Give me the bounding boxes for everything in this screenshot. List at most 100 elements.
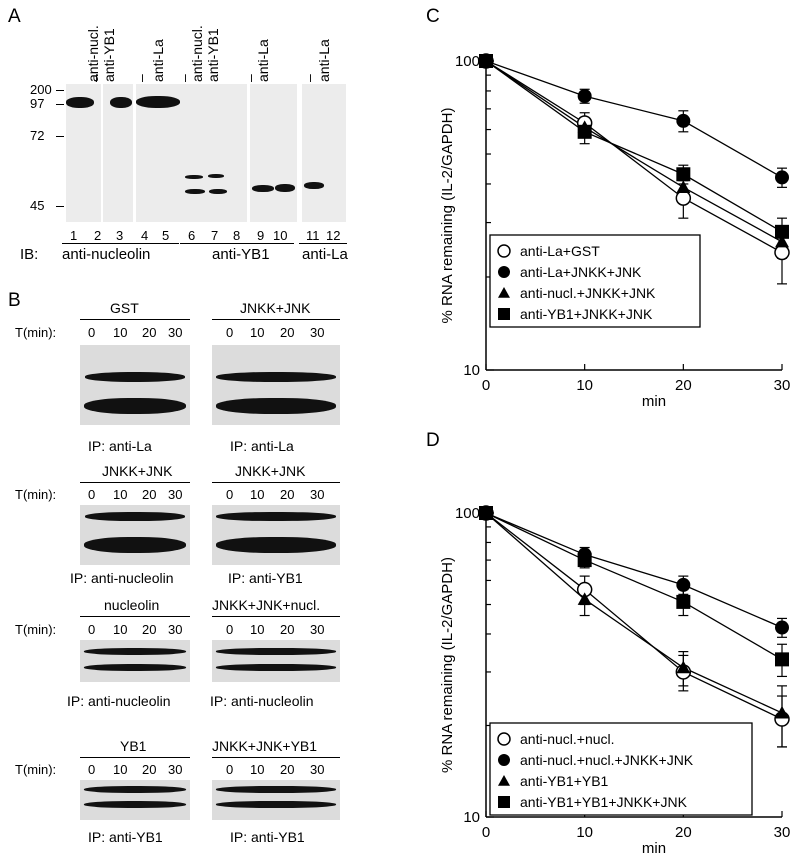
legend-marker (498, 775, 510, 786)
lane-number: 2 (94, 228, 102, 243)
mw-tick (56, 206, 64, 207)
time-value: 30 (168, 762, 183, 777)
x-tick-label: 30 (774, 824, 791, 841)
time-value: 30 (310, 762, 325, 777)
data-point (775, 620, 789, 635)
data-point (775, 705, 789, 719)
header-underline (212, 319, 340, 320)
condition-header: nucleolin (104, 597, 160, 613)
lane-label: anti-La (255, 39, 271, 82)
band (66, 97, 94, 108)
lane-number: 4 (141, 228, 149, 243)
legend-marker (498, 796, 510, 808)
panel-c-label: C (426, 6, 440, 27)
ip-label: IP: anti-YB1 (88, 829, 163, 845)
lane-label: anti-YB1 (101, 28, 117, 82)
condition-header: JNKK+JNK (102, 463, 173, 479)
mw-tick (56, 90, 64, 91)
time-value: 20 (280, 325, 295, 340)
blot-a7 (302, 84, 346, 222)
time-value: 0 (226, 325, 234, 340)
mw-marker: 45 (30, 198, 45, 213)
y-tick-label: 10 (463, 362, 480, 379)
blot-b3-right (212, 640, 340, 682)
time-value: 0 (88, 622, 96, 637)
lane-number: 3 (116, 228, 124, 243)
time-value: 20 (142, 325, 157, 340)
legend: anti-La+GST anti-La+JNKK+JNK anti-nucl.+JN… (489, 234, 701, 328)
band (110, 97, 132, 108)
x-tick-label: 20 (675, 824, 692, 841)
legend-box (489, 722, 753, 816)
blot-b3-left (80, 640, 190, 682)
data-point (775, 652, 789, 667)
band (84, 648, 186, 655)
panel-d-label: D (426, 430, 440, 451)
band (216, 372, 336, 382)
ip-label: IP: anti-YB1 (228, 570, 303, 586)
time-label: T(min): (15, 487, 57, 502)
band (216, 398, 336, 414)
lane-label: anti-YB1 (205, 28, 221, 82)
ib-prefix: IB: (20, 246, 39, 263)
time-label: T(min): (15, 325, 57, 340)
time-value: 10 (250, 325, 265, 340)
x-axis-label: min (642, 393, 666, 410)
header-underline (80, 482, 190, 483)
lane-label: anti-nucl. (85, 25, 101, 82)
data-point (577, 553, 592, 568)
y-tick-label: 100 (455, 53, 480, 70)
time-value: 30 (310, 325, 325, 340)
band (216, 537, 336, 553)
time-value: 30 (168, 622, 183, 637)
legend-marker (498, 266, 510, 278)
band (84, 801, 186, 808)
lane-label: – (133, 74, 149, 82)
x-tick-label: 0 (482, 824, 490, 841)
lane-label: anti-La (150, 39, 166, 82)
ip-label: IP: anti-nucleolin (70, 570, 174, 586)
band (275, 184, 295, 192)
band (84, 664, 186, 671)
panel-a-label: A (8, 6, 21, 27)
time-value: 0 (88, 487, 96, 502)
data-point (577, 124, 592, 139)
legend-label: anti-YB1+YB1 (520, 773, 609, 789)
header-underline (212, 757, 340, 758)
time-value: 10 (113, 325, 128, 340)
header-underline (212, 616, 340, 617)
data-point (676, 660, 691, 674)
ib-divider (299, 243, 347, 244)
condition-header: JNKK+JNK (235, 463, 306, 479)
series-line (485, 512, 783, 720)
legend-label: anti-La+JNKK+JNK (520, 264, 642, 280)
header-underline (80, 757, 190, 758)
ib-label: anti-nucleolin (62, 246, 151, 263)
band (85, 512, 185, 521)
lane-number: 7 (211, 228, 219, 243)
ip-label: IP: anti-La (230, 438, 294, 454)
series-line (485, 60, 783, 233)
data-point (676, 577, 691, 592)
lane-number: 12 (326, 228, 341, 243)
legend: anti-nucl.+nucl. anti-nucl.+nucl.+JNKK+JN… (489, 722, 753, 816)
legend-marker (498, 308, 510, 320)
time-value: 0 (88, 325, 96, 340)
panel-b-label: B (8, 290, 21, 311)
time-label: T(min): (15, 622, 57, 637)
ib-divider (62, 243, 179, 244)
data-point (675, 190, 692, 206)
time-value: 0 (226, 487, 234, 502)
data-point (774, 244, 790, 261)
band (216, 786, 336, 793)
band (208, 174, 224, 178)
lane-number: 6 (188, 228, 196, 243)
data-point (577, 592, 592, 605)
x-axis-label: min (642, 840, 666, 856)
band (216, 664, 336, 671)
header-underline (80, 319, 190, 320)
time-value: 20 (280, 487, 295, 502)
time-value: 0 (88, 762, 96, 777)
